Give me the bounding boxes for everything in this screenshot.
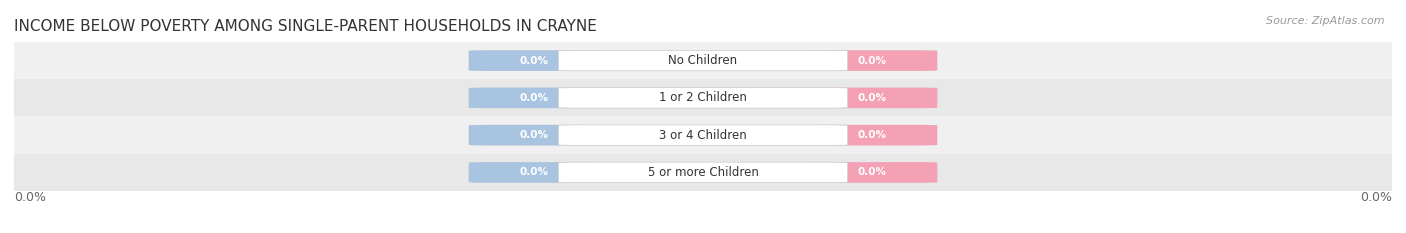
FancyBboxPatch shape bbox=[468, 125, 938, 145]
FancyBboxPatch shape bbox=[806, 125, 938, 145]
Text: Source: ZipAtlas.com: Source: ZipAtlas.com bbox=[1267, 16, 1385, 26]
FancyBboxPatch shape bbox=[468, 125, 600, 145]
FancyBboxPatch shape bbox=[468, 88, 600, 108]
Text: 0.0%: 0.0% bbox=[1360, 191, 1392, 204]
Text: 0.0%: 0.0% bbox=[858, 130, 886, 140]
FancyBboxPatch shape bbox=[468, 162, 600, 183]
FancyBboxPatch shape bbox=[468, 162, 938, 183]
FancyBboxPatch shape bbox=[558, 162, 848, 183]
Text: 5 or more Children: 5 or more Children bbox=[648, 166, 758, 179]
Text: 1 or 2 Children: 1 or 2 Children bbox=[659, 91, 747, 104]
FancyBboxPatch shape bbox=[558, 50, 848, 71]
Text: 0.0%: 0.0% bbox=[858, 168, 886, 177]
FancyBboxPatch shape bbox=[558, 125, 848, 145]
FancyBboxPatch shape bbox=[806, 162, 938, 183]
Bar bbox=[14, 116, 1392, 154]
FancyBboxPatch shape bbox=[806, 50, 938, 71]
Text: INCOME BELOW POVERTY AMONG SINGLE-PARENT HOUSEHOLDS IN CRAYNE: INCOME BELOW POVERTY AMONG SINGLE-PARENT… bbox=[14, 19, 598, 34]
Bar bbox=[14, 154, 1392, 191]
Bar bbox=[14, 42, 1392, 79]
FancyBboxPatch shape bbox=[468, 50, 600, 71]
Text: 3 or 4 Children: 3 or 4 Children bbox=[659, 129, 747, 142]
Text: 0.0%: 0.0% bbox=[520, 168, 548, 177]
Text: 0.0%: 0.0% bbox=[520, 56, 548, 65]
Text: 0.0%: 0.0% bbox=[858, 93, 886, 103]
Text: 0.0%: 0.0% bbox=[520, 93, 548, 103]
FancyBboxPatch shape bbox=[468, 88, 938, 108]
FancyBboxPatch shape bbox=[806, 88, 938, 108]
Text: 0.0%: 0.0% bbox=[520, 130, 548, 140]
Text: 0.0%: 0.0% bbox=[858, 56, 886, 65]
Text: No Children: No Children bbox=[668, 54, 738, 67]
FancyBboxPatch shape bbox=[468, 50, 938, 71]
Text: 0.0%: 0.0% bbox=[14, 191, 46, 204]
FancyBboxPatch shape bbox=[558, 88, 848, 108]
Bar bbox=[14, 79, 1392, 116]
